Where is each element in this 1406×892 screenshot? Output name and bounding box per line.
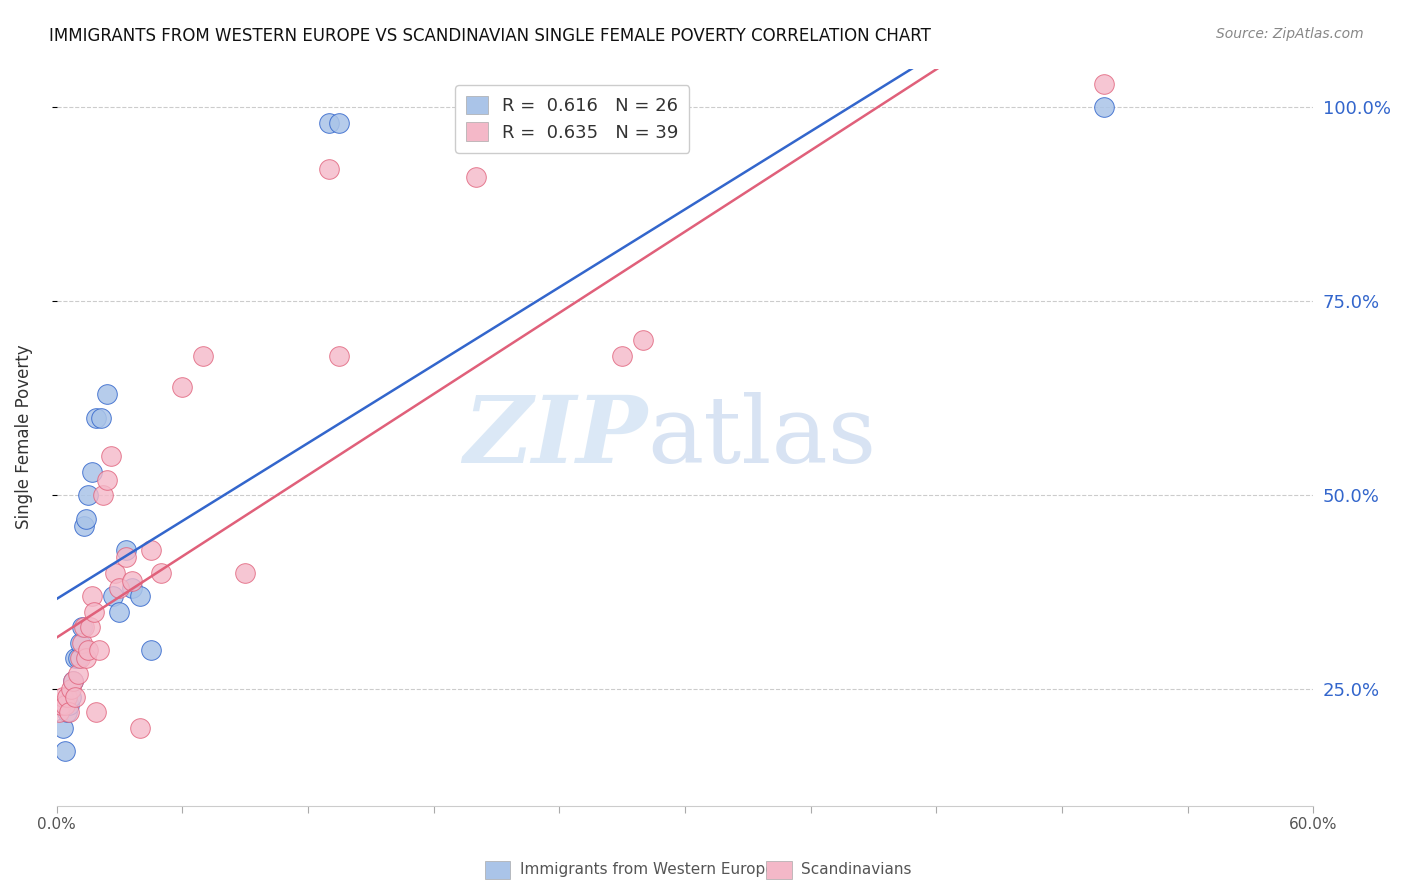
Point (69, 635, 91, 649)
Point (58, 698, 80, 712)
Legend: R =  0.616   N = 26, R =  0.635   N = 39: R = 0.616 N = 26, R = 0.635 N = 39 (456, 85, 689, 153)
Text: IMMIGRANTS FROM WESTERN EUROPE VS SCANDINAVIAN SINGLE FEMALE POVERTY CORRELATION: IMMIGRANTS FROM WESTERN EUROPE VS SCANDI… (49, 27, 931, 45)
Point (83, 605, 105, 619)
Point (1092, 100, 1115, 114)
Point (96, 473, 118, 487)
Point (87, 643, 110, 657)
Text: atlas: atlas (647, 392, 876, 482)
Point (101, 589, 124, 603)
Point (114, 550, 136, 565)
Point (66, 651, 89, 665)
Point (129, 589, 152, 603)
Point (56, 706, 79, 720)
Point (464, 170, 486, 185)
Point (82, 589, 104, 603)
Text: Source: ZipAtlas.com: Source: ZipAtlas.com (1216, 27, 1364, 41)
Point (48, 706, 70, 720)
Point (90, 410, 112, 425)
Point (58, 706, 80, 720)
Point (104, 566, 127, 580)
Point (86, 706, 108, 720)
Point (114, 542, 136, 557)
Point (318, 116, 340, 130)
Point (150, 566, 173, 580)
Text: ZIP: ZIP (463, 392, 647, 482)
Point (75, 511, 97, 525)
Point (66, 666, 89, 681)
Point (82, 465, 104, 479)
Point (610, 349, 633, 363)
Point (65, 651, 87, 665)
Point (53, 744, 76, 758)
Point (139, 542, 162, 557)
Point (77, 643, 100, 657)
Text: Scandinavians: Scandinavians (801, 863, 912, 877)
Point (96, 387, 118, 401)
Point (77, 488, 100, 502)
Point (79, 620, 101, 634)
Point (62, 674, 84, 689)
Point (49, 698, 72, 712)
Point (52, 721, 75, 735)
Point (328, 349, 350, 363)
Point (193, 349, 215, 363)
Point (86, 410, 108, 425)
Point (65, 690, 87, 704)
Point (62, 674, 84, 689)
Text: Immigrants from Western Europe: Immigrants from Western Europe (520, 863, 775, 877)
Point (70, 620, 93, 634)
Point (631, 333, 654, 347)
Point (70, 635, 93, 649)
Point (108, 582, 131, 596)
Point (73, 620, 96, 634)
Point (121, 582, 143, 596)
Point (318, 162, 340, 177)
Point (60, 682, 83, 697)
Point (73, 519, 96, 533)
Point (91, 488, 114, 502)
Point (52, 690, 75, 704)
Point (233, 566, 256, 580)
Point (100, 450, 122, 464)
Point (129, 721, 152, 735)
Point (172, 379, 194, 393)
Point (108, 605, 131, 619)
Point (56, 690, 79, 704)
Point (121, 574, 143, 588)
Point (69, 651, 91, 665)
Point (53, 698, 76, 712)
Point (60, 690, 83, 704)
Point (328, 116, 350, 130)
Point (75, 651, 97, 665)
Y-axis label: Single Female Poverty: Single Female Poverty (15, 344, 32, 529)
Point (139, 643, 162, 657)
Point (1092, 77, 1115, 91)
